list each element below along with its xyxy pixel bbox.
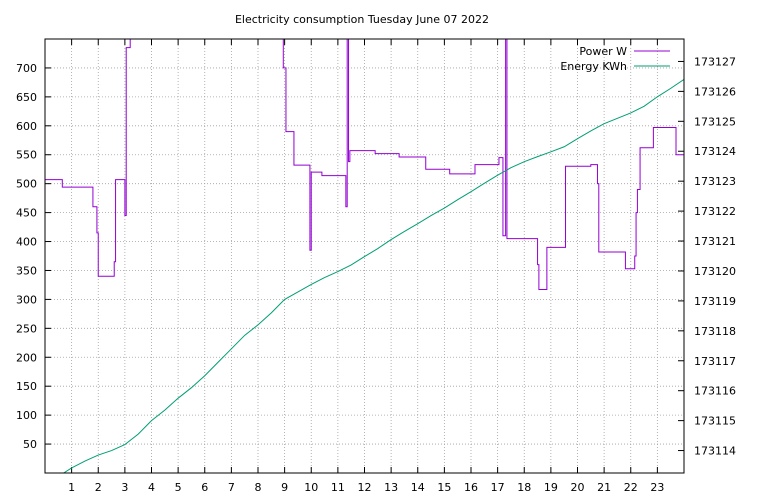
x-tick-label: 4 bbox=[148, 481, 155, 494]
y-left-tick-label: 650 bbox=[16, 91, 37, 104]
y-left-tick-label: 150 bbox=[16, 380, 37, 393]
x-tick-label: 11 bbox=[331, 481, 345, 494]
y-left-tick-label: 200 bbox=[16, 351, 37, 364]
y-left-tick-label: 550 bbox=[16, 149, 37, 162]
y-right-tick-label: 173119 bbox=[694, 295, 736, 308]
legend: Power W Energy KWh bbox=[560, 45, 670, 73]
y-left-tick-label: 100 bbox=[16, 409, 37, 422]
y-right-tick-label: 173125 bbox=[694, 115, 736, 128]
y-left-tick-label: 350 bbox=[16, 264, 37, 277]
x-tick-label: 14 bbox=[411, 481, 425, 494]
x-tick-label: 16 bbox=[464, 481, 478, 494]
x-tick-label: 20 bbox=[571, 481, 585, 494]
y-right-tick-label: 173114 bbox=[694, 445, 736, 458]
y-left-tick-label: 300 bbox=[16, 293, 37, 306]
chart-title: Electricity consumption Tuesday June 07 … bbox=[235, 13, 489, 26]
y-right-tick-label: 173123 bbox=[694, 175, 736, 188]
y-left-tick-label: 50 bbox=[23, 438, 37, 451]
y-left-tick-label: 700 bbox=[16, 62, 37, 75]
y-right-tick-label: 173117 bbox=[694, 355, 736, 368]
grid-lines bbox=[45, 39, 684, 473]
axis-ticks: 1 2 3 4 5 6 7 8 9 10 11 12 13 14 15 16 17 18 19 20 21 22 23501… bbox=[16, 39, 736, 494]
x-tick-label: 8 bbox=[255, 481, 262, 494]
x-tick-label: 23 bbox=[650, 481, 664, 494]
y-left-tick-label: 400 bbox=[16, 236, 37, 249]
x-tick-label: 7 bbox=[228, 481, 235, 494]
plot-frame bbox=[44, 38, 685, 474]
x-tick-label: 2 bbox=[95, 481, 102, 494]
x-tick-label: 13 bbox=[384, 481, 398, 494]
x-tick-label: 10 bbox=[304, 481, 318, 494]
series-layer bbox=[45, 39, 684, 473]
y-left-tick-label: 250 bbox=[16, 322, 37, 335]
y-right-tick-label: 173124 bbox=[694, 145, 736, 158]
y-right-tick-label: 173127 bbox=[694, 55, 736, 68]
x-tick-label: 17 bbox=[491, 481, 505, 494]
x-tick-label: 3 bbox=[121, 481, 128, 494]
energy-series-line bbox=[63, 78, 684, 473]
x-tick-label: 22 bbox=[624, 481, 638, 494]
x-tick-label: 15 bbox=[437, 481, 451, 494]
x-tick-label: 18 bbox=[517, 481, 531, 494]
legend-label: Power W bbox=[579, 45, 627, 58]
x-tick-label: 1 bbox=[68, 481, 75, 494]
y-left-tick-label: 500 bbox=[16, 178, 37, 191]
y-right-tick-label: 173116 bbox=[694, 385, 736, 398]
x-tick-label: 21 bbox=[597, 481, 611, 494]
y-right-tick-label: 173118 bbox=[694, 325, 736, 338]
y-right-tick-label: 173120 bbox=[694, 265, 736, 278]
y-right-tick-label: 173115 bbox=[694, 415, 736, 428]
x-tick-label: 12 bbox=[358, 481, 372, 494]
legend-label: Energy KWh bbox=[560, 60, 627, 73]
y-left-tick-label: 600 bbox=[16, 120, 37, 133]
x-tick-label: 9 bbox=[281, 481, 288, 494]
y-right-tick-label: 173122 bbox=[694, 205, 736, 218]
x-tick-label: 6 bbox=[201, 481, 208, 494]
y-left-tick-label: 450 bbox=[16, 207, 37, 220]
y-right-tick-label: 173121 bbox=[694, 235, 736, 248]
x-tick-label: 19 bbox=[544, 481, 558, 494]
y-right-tick-label: 173126 bbox=[694, 85, 736, 98]
x-tick-label: 5 bbox=[175, 481, 182, 494]
power-series-line bbox=[45, 39, 684, 291]
